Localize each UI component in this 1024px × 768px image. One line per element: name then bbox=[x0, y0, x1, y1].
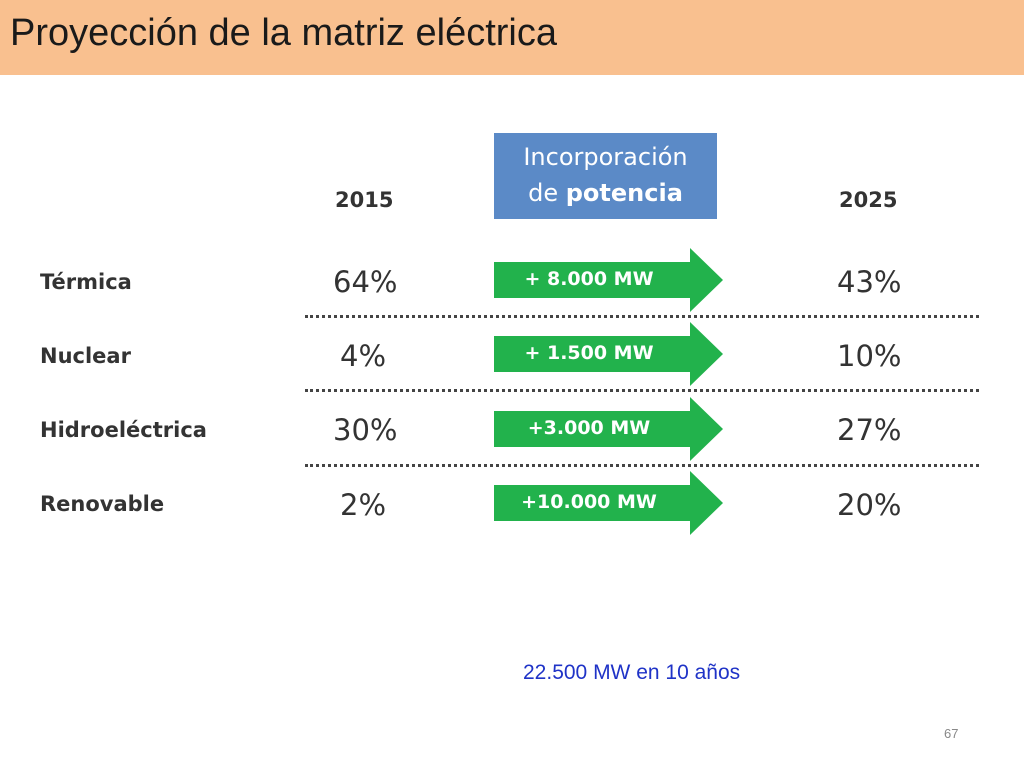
pct-2025-renovable: 20% bbox=[837, 488, 902, 522]
slide-title: Proyección de la matriz eléctrica bbox=[10, 12, 557, 54]
green-arrow-icon bbox=[494, 471, 723, 535]
row-label-renovable: Renovable bbox=[40, 492, 165, 516]
incorporation-header-line2: de potencia bbox=[494, 175, 717, 211]
incorporation-header-prefix: de bbox=[528, 179, 566, 207]
green-arrow-icon bbox=[494, 248, 723, 312]
incorporation-header-bold: potencia bbox=[565, 179, 683, 207]
total-capacity-note: 22.500 MW en 10 años bbox=[523, 661, 741, 684]
row-divider bbox=[305, 389, 979, 392]
row-label-hidroelectrica: Hidroeléctrica bbox=[40, 418, 207, 442]
pct-2015-nuclear: 4% bbox=[340, 339, 387, 373]
green-arrow-icon bbox=[494, 397, 723, 461]
pct-2025-nuclear: 10% bbox=[837, 339, 902, 373]
incorporation-header-line1: Incorporación bbox=[523, 143, 688, 171]
added-nuclear: + 1.500 MW bbox=[524, 342, 654, 364]
pct-2015-hidroelectrica: 30% bbox=[333, 413, 398, 447]
title-bar: Proyección de la matriz eléctrica bbox=[0, 0, 1024, 75]
row-label-nuclear: Nuclear bbox=[40, 344, 131, 368]
added-termica: + 8.000 MW bbox=[524, 268, 654, 290]
green-arrow-icon bbox=[494, 322, 723, 386]
page-number: 67 bbox=[944, 726, 959, 741]
year-2015-header: 2015 bbox=[335, 188, 394, 212]
pct-2025-termica: 43% bbox=[837, 265, 902, 299]
year-2025-header: 2025 bbox=[839, 188, 898, 212]
pct-2025-hidroelectrica: 27% bbox=[837, 413, 902, 447]
pct-2015-renovable: 2% bbox=[340, 488, 387, 522]
added-hidroelectrica: +3.000 MW bbox=[527, 417, 651, 439]
row-divider bbox=[305, 464, 979, 467]
arrow-nuclear: + 1.500 MW bbox=[494, 322, 724, 386]
arrow-hidroelectrica: +3.000 MW bbox=[494, 397, 724, 461]
arrow-termica: + 8.000 MW bbox=[494, 248, 724, 312]
arrow-renovable: +10.000 MW bbox=[494, 471, 724, 535]
pct-2015-termica: 64% bbox=[333, 265, 398, 299]
row-label-termica: Térmica bbox=[40, 270, 132, 294]
added-renovable: +10.000 MW bbox=[521, 491, 657, 513]
incorporation-header-box: Incorporación de potencia bbox=[494, 133, 717, 219]
row-divider bbox=[305, 315, 979, 318]
